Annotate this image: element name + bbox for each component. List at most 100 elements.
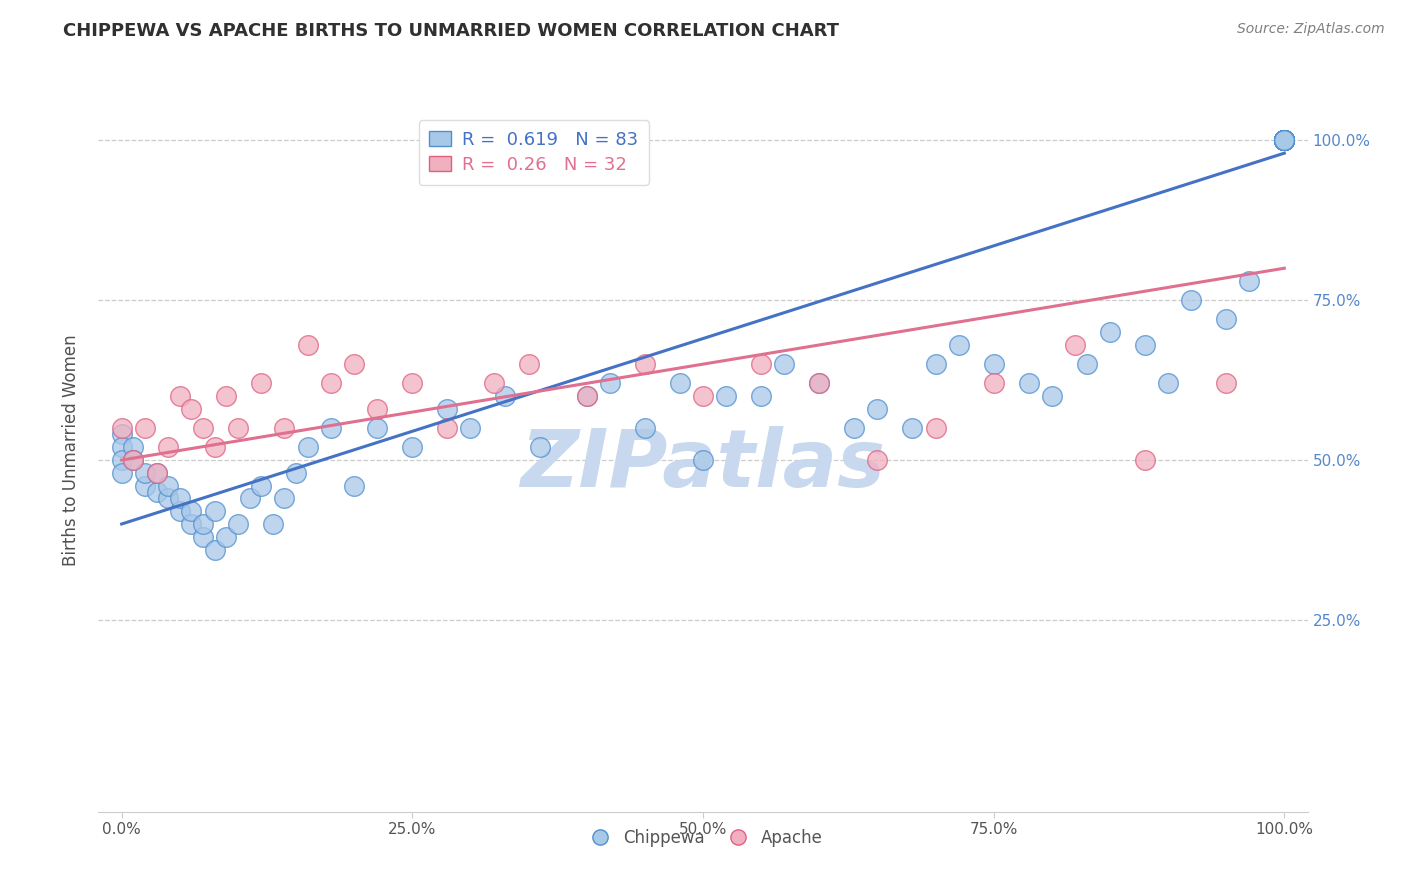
Point [1272, 133, 1295, 147]
Point [1272, 133, 1295, 147]
Point [157, 440, 180, 454]
Point [494, 389, 516, 403]
Point [285, 466, 308, 480]
Point [1272, 133, 1295, 147]
Point [297, 440, 319, 454]
Point [1040, 389, 1063, 403]
Point [1272, 133, 1295, 147]
Point [111, 440, 134, 454]
Point [1018, 376, 1040, 391]
Point [749, 357, 772, 371]
Point [901, 421, 924, 435]
Point [983, 357, 1005, 371]
Point [1076, 357, 1098, 371]
Point [343, 478, 366, 492]
Point [1272, 133, 1295, 147]
Point [273, 491, 295, 506]
Point [191, 516, 214, 531]
Point [157, 478, 180, 492]
Point [180, 516, 202, 531]
Point [575, 389, 598, 403]
Point [844, 421, 866, 435]
Point [262, 516, 284, 531]
Point [145, 485, 167, 500]
Point [343, 357, 366, 371]
Point [948, 338, 970, 352]
Point [808, 376, 831, 391]
Point [668, 376, 690, 391]
Point [692, 453, 714, 467]
Point [529, 440, 551, 454]
Point [436, 421, 458, 435]
Point [204, 440, 226, 454]
Point [215, 530, 238, 544]
Point [482, 376, 505, 391]
Point [169, 491, 191, 506]
Point [634, 357, 657, 371]
Point [866, 401, 889, 416]
Point [366, 421, 388, 435]
Point [924, 357, 946, 371]
Point [169, 389, 191, 403]
Point [634, 421, 657, 435]
Point [1157, 376, 1180, 391]
Point [1272, 133, 1295, 147]
Legend: Chippewa, Apache: Chippewa, Apache [576, 822, 830, 854]
Point [180, 504, 202, 518]
Point [1272, 133, 1295, 147]
Point [319, 421, 342, 435]
Point [1272, 133, 1295, 147]
Point [157, 491, 180, 506]
Point [517, 357, 540, 371]
Point [1239, 274, 1261, 288]
Point [1272, 133, 1295, 147]
Point [866, 453, 889, 467]
Point [924, 421, 946, 435]
Point [983, 376, 1005, 391]
Point [1272, 133, 1295, 147]
Point [122, 453, 145, 467]
Point [1272, 133, 1295, 147]
Point [366, 401, 388, 416]
Point [297, 338, 319, 352]
Point [226, 421, 249, 435]
Point [134, 478, 156, 492]
Point [1272, 133, 1295, 147]
Point [1272, 133, 1295, 147]
Point [250, 478, 273, 492]
Point [191, 421, 214, 435]
Point [749, 389, 772, 403]
Point [204, 542, 226, 557]
Text: ZIPatlas: ZIPatlas [520, 425, 886, 504]
Point [111, 427, 134, 442]
Point [1272, 133, 1295, 147]
Point [134, 421, 156, 435]
Point [1272, 133, 1295, 147]
Point [1272, 133, 1295, 147]
Point [773, 357, 796, 371]
Point [122, 440, 145, 454]
Point [169, 504, 191, 518]
Point [226, 516, 249, 531]
Text: CHIPPEWA VS APACHE BIRTHS TO UNMARRIED WOMEN CORRELATION CHART: CHIPPEWA VS APACHE BIRTHS TO UNMARRIED W… [63, 22, 839, 40]
Point [319, 376, 342, 391]
Point [134, 466, 156, 480]
Point [239, 491, 262, 506]
Point [401, 440, 423, 454]
Point [145, 466, 167, 480]
Point [1272, 133, 1295, 147]
Point [1272, 133, 1295, 147]
Point [1272, 133, 1295, 147]
Text: Source: ZipAtlas.com: Source: ZipAtlas.com [1237, 22, 1385, 37]
Point [436, 401, 458, 416]
Point [215, 389, 238, 403]
Point [1272, 133, 1295, 147]
Point [111, 421, 134, 435]
Y-axis label: Births to Unmarried Women: Births to Unmarried Women [62, 334, 80, 566]
Point [808, 376, 831, 391]
Point [716, 389, 738, 403]
Point [122, 453, 145, 467]
Point [250, 376, 273, 391]
Point [1272, 133, 1295, 147]
Point [1215, 312, 1237, 326]
